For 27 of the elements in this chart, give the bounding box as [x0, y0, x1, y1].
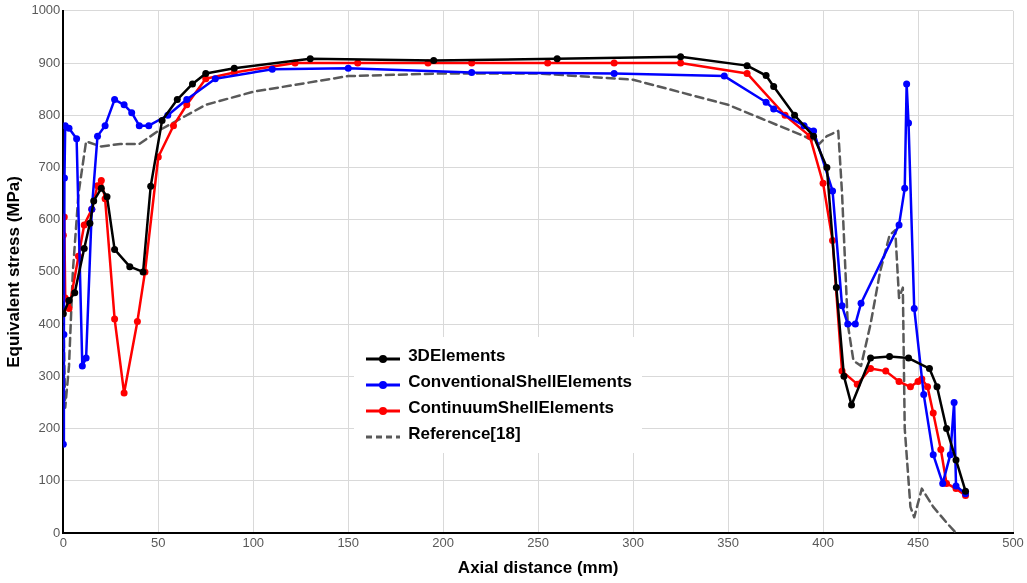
x-tick-label: 100 [242, 535, 265, 551]
y-tick-label: 600 [38, 211, 61, 227]
y-tick-label: 700 [38, 159, 61, 175]
y-tick-label: 100 [38, 472, 61, 488]
x-tick-label: 350 [717, 535, 739, 551]
x-tick-label: 400 [812, 535, 834, 551]
legend-label: ContinuumShellElements [408, 398, 615, 418]
y-tick-label: 900 [38, 54, 61, 70]
x-tick-label: 500 [1002, 535, 1024, 551]
x-axis-title: Axial distance (mm) [457, 558, 619, 578]
x-tick-label: 150 [337, 535, 360, 551]
legend-label: ConventionalShellElements [408, 372, 633, 392]
y-tick-label: 300 [38, 367, 61, 383]
y-tick-label: 500 [38, 263, 61, 279]
legend-label: 3DElements [408, 346, 506, 366]
x-tick-label: 450 [907, 535, 929, 551]
y-tick-label: 800 [38, 106, 61, 122]
x-tick-label: 50 [151, 535, 166, 551]
y-tick-label: 200 [38, 420, 61, 436]
y-tick-label: 400 [38, 315, 61, 331]
x-tick-label: 200 [432, 535, 455, 551]
legend-label: Reference[18] [408, 424, 521, 444]
y-tick-label: 0 [53, 524, 61, 540]
y-tick-label: 1000 [31, 2, 61, 18]
y-axis-title: Equivalent stress (MPa) [3, 176, 23, 368]
x-tick-label: 300 [622, 535, 644, 551]
x-tick-label: 250 [527, 535, 550, 551]
